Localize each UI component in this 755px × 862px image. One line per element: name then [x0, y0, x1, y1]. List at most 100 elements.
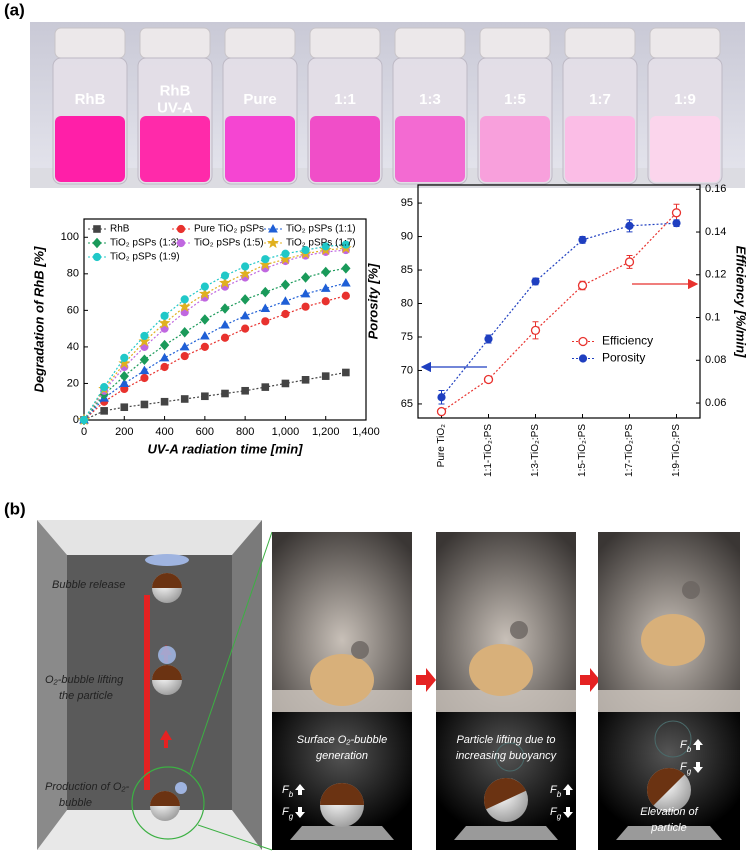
plate — [616, 826, 722, 840]
bubble — [654, 720, 692, 758]
marker — [341, 263, 351, 274]
particle-coating — [484, 778, 526, 810]
marker — [176, 224, 186, 234]
marker — [266, 236, 280, 249]
vial-cap — [564, 27, 636, 59]
marker — [160, 362, 169, 372]
photo-bubble — [351, 641, 369, 659]
series-line — [441, 212, 677, 413]
marker — [321, 242, 330, 251]
marker — [200, 342, 209, 352]
lift-bar — [144, 595, 150, 790]
marker — [180, 295, 189, 304]
y-tick-label: 80 — [67, 268, 79, 280]
legend-label: TiO₂ pSPs (1:3) — [110, 238, 180, 249]
marker — [436, 406, 447, 417]
marker — [160, 311, 169, 320]
force-label: Fg — [282, 806, 294, 821]
plot-frame — [83, 218, 367, 421]
scheme-label: Production of O₂- — [45, 781, 130, 793]
marker — [484, 334, 493, 344]
marker — [200, 282, 209, 291]
force-symbol: F — [550, 784, 558, 796]
marker — [221, 389, 229, 398]
x-tick-label: 1:1-TiO₂:PS — [483, 424, 494, 477]
y-tick-label: 40 — [67, 341, 79, 353]
marker — [179, 341, 190, 351]
force-symbol: F — [550, 806, 558, 818]
vial-label: UV-A — [157, 99, 193, 116]
y-tick-label: 60 — [67, 304, 79, 316]
x-tick-label: 400 — [155, 426, 173, 438]
photo-particle — [641, 614, 705, 666]
x-tick-label: 1,400 — [352, 426, 380, 438]
marker — [672, 219, 681, 228]
vial-label: 1:3 — [419, 91, 441, 108]
column-scheme — [37, 520, 273, 851]
force-arrow — [295, 784, 305, 795]
marker — [120, 353, 129, 362]
marker — [321, 266, 331, 278]
box-wall — [232, 520, 262, 850]
marker — [281, 379, 290, 388]
marker — [239, 267, 252, 279]
photo-background — [30, 22, 745, 188]
marker — [199, 330, 210, 340]
y2-tick-label: 0.08 — [705, 354, 726, 366]
marker — [159, 339, 170, 351]
legend-label: Porosity — [602, 351, 645, 365]
marker — [530, 325, 541, 336]
vial-liquid — [140, 116, 210, 182]
scheme-label: bubble — [59, 797, 92, 809]
step-label: Surface O₂-bubble — [297, 734, 387, 746]
marker — [160, 397, 169, 406]
marker — [341, 291, 350, 300]
x-tick-label: 1,200 — [312, 426, 340, 438]
series-line — [83, 244, 346, 421]
marker — [483, 374, 494, 385]
vial-label: 1:1 — [334, 91, 356, 108]
force-label: Fb — [680, 739, 692, 754]
step-label: particle — [650, 822, 686, 834]
marker — [198, 287, 211, 299]
vial-liquid — [225, 116, 295, 182]
marker — [180, 351, 189, 361]
photo-ground — [598, 690, 740, 712]
force-symbol: F — [282, 806, 290, 818]
marker — [280, 296, 291, 305]
y-axis-title: Degradation of RhB [%] — [31, 246, 46, 393]
vial-liquid — [480, 116, 550, 182]
bubble — [175, 782, 187, 794]
marker — [140, 373, 149, 383]
arrow — [160, 730, 172, 748]
marker — [341, 240, 350, 249]
marker — [201, 392, 209, 401]
marker — [301, 376, 310, 384]
scheme-label: Bubble release — [52, 579, 125, 591]
marker — [321, 297, 330, 306]
marker — [158, 316, 171, 329]
vial-cap — [54, 27, 126, 59]
y-tick-label: 20 — [67, 377, 79, 389]
marker — [159, 352, 170, 362]
marker — [437, 393, 446, 402]
marker — [300, 288, 311, 298]
marker — [577, 280, 588, 291]
bubble — [158, 646, 176, 664]
legend-label: Efficiency — [602, 334, 653, 348]
plate — [290, 826, 394, 840]
x-tick-label: 200 — [115, 426, 133, 438]
force-subscript: b — [557, 790, 562, 799]
photo-bubble — [510, 621, 528, 639]
vial-liquid — [55, 116, 125, 182]
marker — [220, 303, 230, 314]
marker — [321, 372, 330, 380]
marker — [120, 403, 129, 412]
step-label: generation — [316, 750, 368, 762]
vial-cap — [394, 27, 466, 59]
step-arrow — [580, 668, 600, 692]
step-arrow — [416, 668, 436, 692]
step-label: Particle lifting due to — [456, 734, 555, 746]
force-label: Fb — [282, 784, 294, 799]
